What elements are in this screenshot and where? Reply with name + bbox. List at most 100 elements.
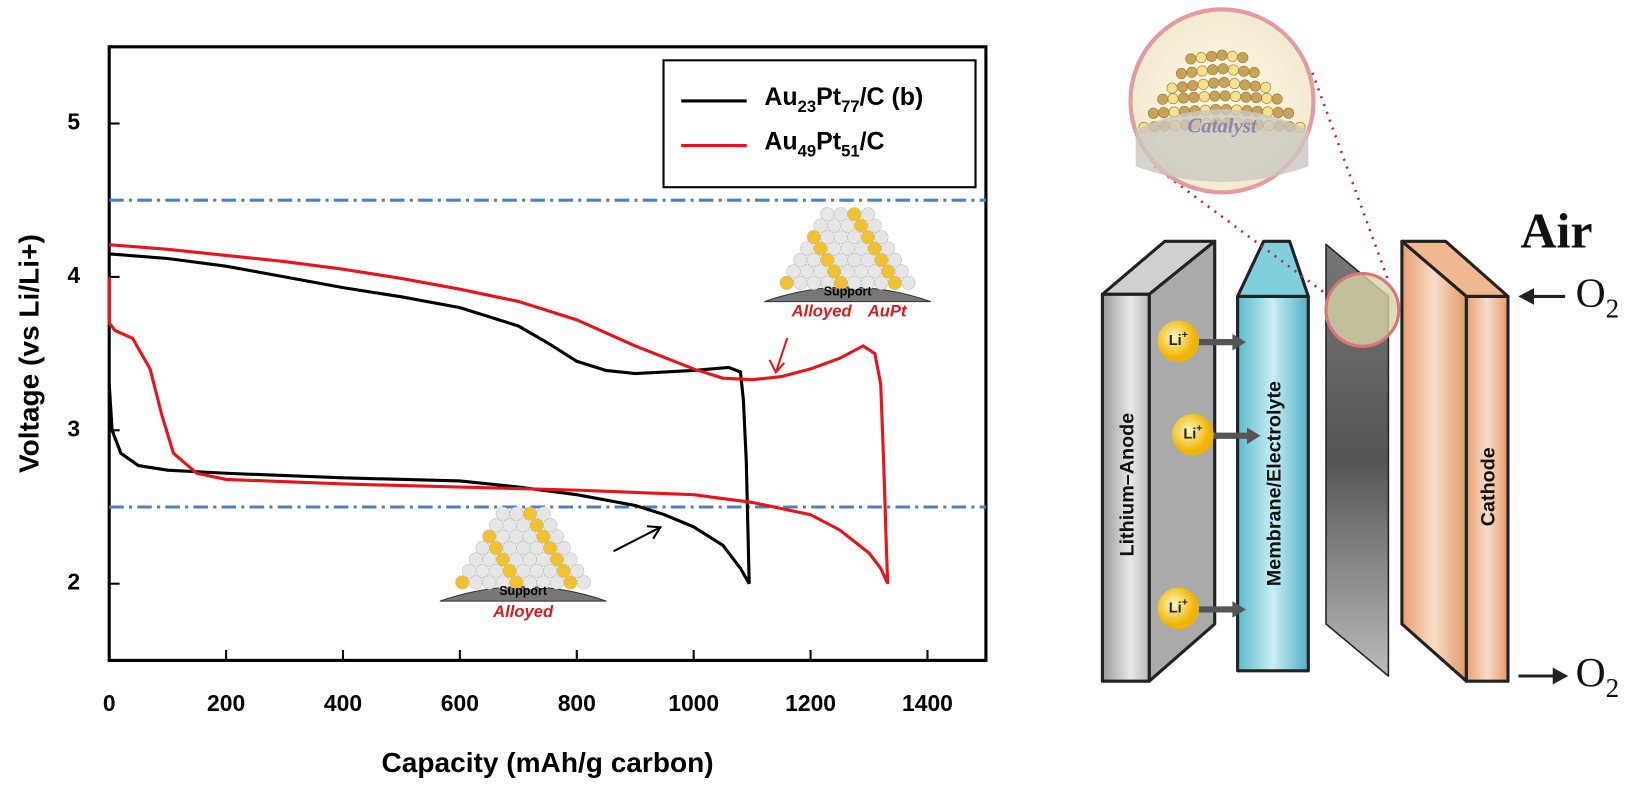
y-tick-label: 2: [67, 569, 80, 595]
li-label: Li+: [1169, 330, 1188, 349]
particle: [1147, 107, 1159, 119]
cathode-front: [1464, 294, 1510, 683]
particle: [820, 207, 835, 222]
li-ion: [1172, 413, 1214, 456]
particle: [1157, 93, 1169, 105]
legend-label: Au23Pt77/C (b): [764, 82, 923, 115]
li-label: Li+: [1183, 424, 1202, 443]
x-tick-label: 400: [324, 690, 362, 716]
arrow: [613, 525, 663, 553]
particle: [1216, 49, 1228, 61]
particle: [860, 207, 875, 222]
annotation: Alloyed: [492, 602, 554, 621]
chart: 0 200 400 600 800 1000 1200 1400 2 3 4 5 Capacity (m…: [14, 45, 988, 778]
x-tick-label: 1200: [785, 690, 836, 716]
x-tick-label: 200: [207, 690, 245, 716]
magnified-support: [1135, 109, 1309, 182]
x-tick-label: 600: [441, 690, 479, 716]
particle: [1218, 76, 1230, 88]
particle: [1158, 107, 1170, 119]
particle: [901, 275, 916, 290]
legend-box: [662, 59, 977, 189]
particle: [1249, 80, 1261, 92]
x-tick-label: 800: [558, 690, 596, 716]
particle: [1283, 107, 1295, 119]
particle: [1185, 53, 1197, 65]
particle: [1186, 66, 1198, 78]
anode-label: Lithium–Anode: [1117, 413, 1139, 557]
y-axis-label: Voltage (vs Li/Li+): [14, 234, 45, 473]
particle: [833, 207, 848, 222]
particle: [1188, 91, 1200, 103]
particle: [1208, 77, 1220, 89]
particle: [536, 506, 551, 521]
battery-diagram: [1100, 239, 1510, 683]
particle: [1197, 78, 1209, 90]
catalyst-label: Catalyst: [1187, 115, 1258, 138]
cathode-label: Cathode: [1477, 447, 1499, 526]
particle: [549, 529, 564, 544]
particle: [1237, 52, 1249, 64]
particle: [1166, 82, 1178, 94]
particle: [543, 518, 558, 533]
particle: [1227, 64, 1239, 76]
particle: [1271, 93, 1283, 105]
particle: [1261, 92, 1273, 104]
zoom-spot: [1324, 271, 1401, 348]
air-label: Air: [1520, 204, 1592, 259]
membrane-front: [1236, 294, 1310, 673]
annotation: Support: [824, 285, 872, 299]
particle: [1206, 50, 1218, 62]
particle: [887, 252, 902, 268]
particle: [1209, 90, 1221, 102]
particle: [563, 552, 578, 567]
particle: [1228, 78, 1240, 90]
annotation: AuPt: [867, 301, 908, 320]
particle: [1272, 107, 1284, 119]
particle: [867, 218, 882, 233]
particle: [1178, 92, 1190, 104]
particle: [1238, 65, 1250, 77]
particle: [1240, 91, 1252, 103]
particle: [576, 575, 591, 590]
arrow: [768, 337, 789, 375]
o2-in-label: O2: [1576, 269, 1620, 324]
x-tick-label: 1000: [668, 690, 719, 716]
scaled-layer: Li+ Li+ Li+ Lithium–Anode Membrane/Elect…: [14, 7, 1620, 778]
particle: [1176, 81, 1188, 93]
ion-arrows: [1198, 333, 1261, 618]
particle: [1217, 63, 1229, 75]
membrane-top: [1236, 239, 1310, 298]
particle: [1260, 81, 1272, 93]
particle: [522, 506, 537, 521]
particle: [509, 506, 524, 521]
particle: [1219, 90, 1231, 102]
particle: [495, 506, 510, 521]
plot-frame: [107, 45, 988, 662]
particle: [556, 541, 571, 556]
x-axis-label: Capacity (mAh/g carbon): [381, 747, 713, 778]
particle: [894, 264, 909, 279]
particle: [1198, 91, 1210, 103]
legend-label: Au49Pt51/C: [764, 127, 884, 160]
particle: [1195, 52, 1207, 64]
zoom-lines: [1153, 72, 1390, 303]
li-ion: [1157, 320, 1200, 362]
series-line: [107, 243, 890, 585]
o2-arrows: [1518, 288, 1569, 685]
particle: [1250, 92, 1262, 104]
y-tick-label: 4: [67, 262, 80, 288]
cathode-side: [1400, 239, 1468, 683]
x-tick-label: 1400: [902, 690, 953, 716]
particle: [874, 230, 889, 245]
particle: [1196, 65, 1208, 77]
annotation: Support: [499, 584, 547, 598]
particle: [1207, 64, 1219, 76]
particle: [1230, 90, 1242, 103]
particle: [1187, 80, 1199, 92]
particle: [1226, 50, 1238, 62]
y-tick-label: 3: [67, 415, 80, 441]
anode-front: [1100, 292, 1151, 683]
